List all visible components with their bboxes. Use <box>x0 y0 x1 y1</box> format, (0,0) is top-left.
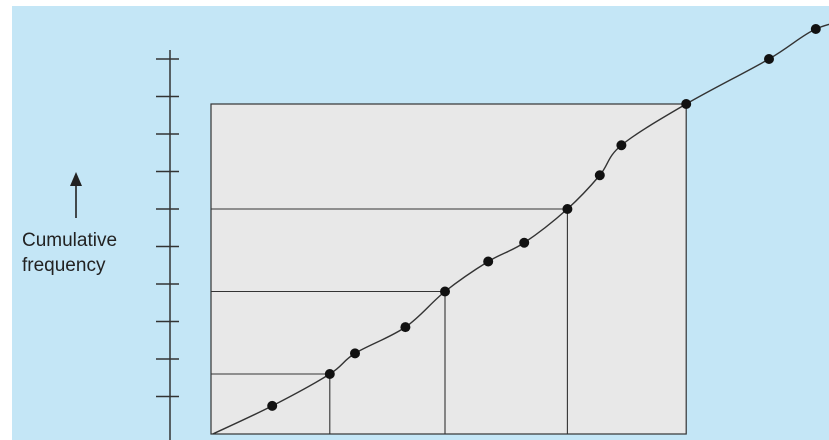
data-point <box>616 140 627 151</box>
total-frequency-box <box>210 103 687 435</box>
y-axis-label: Cumulative frequency <box>22 228 132 278</box>
data-point <box>562 204 573 214</box>
arrow-up-icon <box>70 172 82 186</box>
data-point <box>594 170 605 181</box>
data-point <box>267 400 278 411</box>
data-point <box>483 256 494 267</box>
data-point <box>519 237 530 248</box>
data-point <box>440 286 450 297</box>
y-axis-label-line-2: frequency <box>22 255 106 276</box>
data-point <box>324 369 335 379</box>
data-point <box>810 24 821 34</box>
data-point <box>350 348 360 359</box>
data-point <box>400 322 411 333</box>
data-point <box>681 99 692 109</box>
data-point <box>764 54 774 64</box>
y-axis-label-line-1: Cumulative <box>22 230 118 251</box>
